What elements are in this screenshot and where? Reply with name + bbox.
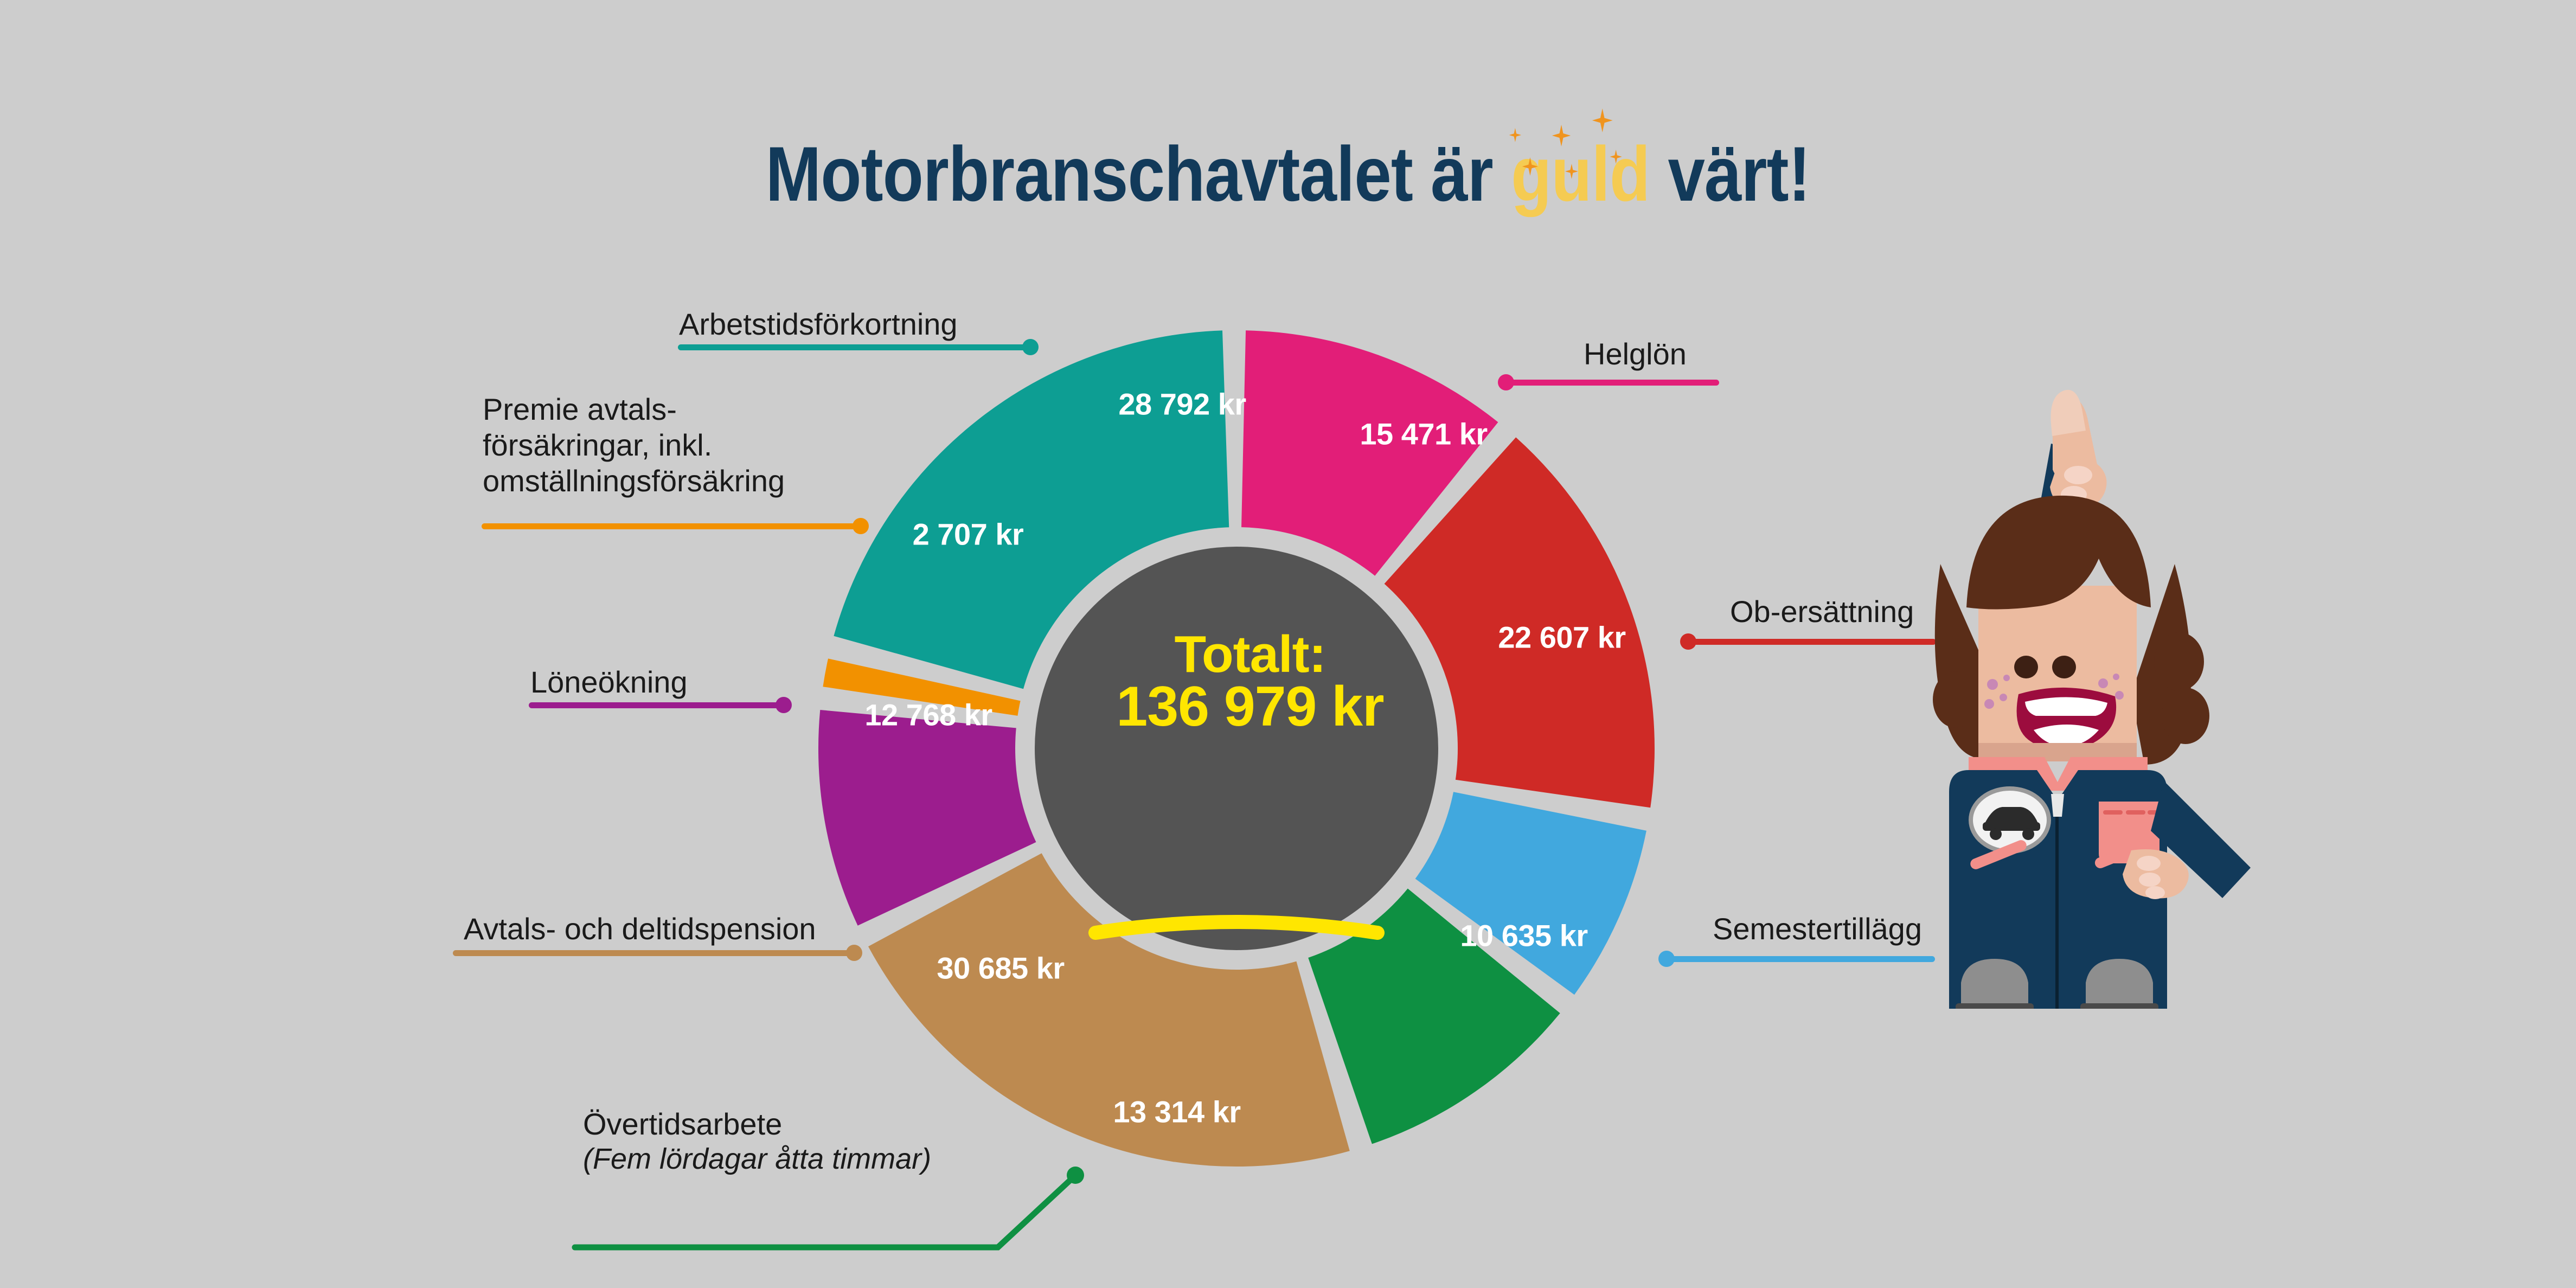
leader-line-premie	[482, 523, 861, 529]
hub-underline	[1088, 915, 1385, 940]
hip-arm	[2151, 781, 2251, 898]
leader-line-loneokning	[529, 702, 784, 708]
leader-dot-premie	[853, 518, 869, 534]
label-avtals-deltidspension: Avtals- och deltidspension	[464, 912, 816, 946]
title-highlight-text: guld	[1511, 131, 1650, 217]
label-overtid-main: Övertidsarbete	[583, 1107, 783, 1141]
label-helglon: Helglön	[1584, 337, 1687, 371]
label-overtidsarbete: Övertidsarbete (Fem lördagar åtta timmar…	[583, 1106, 931, 1177]
leader-line-pension	[453, 950, 854, 956]
leader-dot-semestertillagg	[1658, 951, 1675, 967]
eye-left	[2014, 656, 2038, 678]
hair-curl-right-1	[2154, 632, 2204, 691]
hair-curl-right-2	[2162, 688, 2209, 744]
label-premie-line-1: Premie avtals-	[483, 392, 677, 426]
label-ob-ersattning: Ob-ersättning	[1730, 594, 1914, 629]
donut-hub	[1035, 547, 1438, 950]
sparkle-icon	[1592, 108, 1613, 132]
car-glyph-icon	[1983, 807, 2040, 840]
teeth-upper	[2025, 697, 2107, 716]
label-premie-line-3: omställningsförsäkring	[483, 464, 785, 498]
eye-right	[2052, 656, 2076, 678]
page-title: Motorbranschavtalet är guld värt!	[0, 108, 2576, 219]
title-part-1: Motorbranschavtalet är	[765, 131, 1511, 217]
hair-top	[1966, 495, 2151, 610]
label-loneokning: Löneökning	[530, 665, 688, 699]
donut-chart	[818, 330, 1655, 1167]
title-highlight-guld: guld	[1509, 108, 1650, 219]
leader-dot-arbetstidsforkortning	[1022, 339, 1039, 355]
leader-line-overtidsarbete	[572, 1167, 1084, 1251]
label-arbetstidsforkortning: Arbetstidsförkortning	[679, 307, 958, 341]
neck	[1978, 743, 2137, 761]
leader-line-ob	[1687, 639, 1936, 645]
label-premie-line-2: försäkringar, inkl.	[483, 428, 713, 463]
hip-stripe-left	[1970, 840, 2027, 869]
zipper-line	[2055, 797, 2059, 1009]
leader-line-arbetstidsforkortning	[678, 344, 1030, 350]
hip-stripe-right	[2094, 841, 2146, 868]
leader-line-semestertillagg	[1664, 956, 1935, 962]
title-text: Motorbranschavtalet är guld värt!	[765, 108, 1811, 219]
leader-line-helglon	[1502, 380, 1719, 386]
zipper-pull	[2051, 794, 2064, 817]
label-overtid-subtitle: (Fem lördagar åtta timmar)	[583, 1143, 932, 1176]
mechanic-character-illustration	[1933, 389, 2251, 1009]
boot-left	[1956, 959, 2034, 1009]
leader-dot-pension	[846, 945, 862, 961]
title-part-2: värt!	[1650, 131, 1811, 217]
leader-dot-loneokning	[776, 697, 792, 713]
boot-right	[2080, 959, 2158, 1009]
teeth-lower	[2034, 725, 2099, 746]
leader-dot-ob	[1680, 633, 1696, 650]
hair-curl-left	[1933, 671, 1978, 728]
leader-dot-helglon	[1498, 374, 1514, 390]
label-premie-avtalsforsakringar: Premie avtals- försäkringar, inkl. omstä…	[483, 392, 808, 499]
label-semestertillagg: Semestertillägg	[1713, 912, 1922, 946]
